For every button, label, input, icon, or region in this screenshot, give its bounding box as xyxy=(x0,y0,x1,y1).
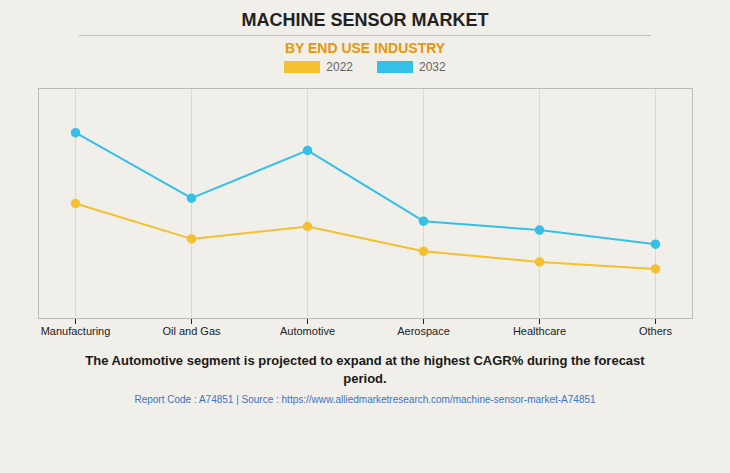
html-text:The Automotive segment is proj: The Automotive segment is projected to e… xyxy=(85,353,645,387)
html-text:2032: 2032 xyxy=(419,60,446,74)
html-text:Report Code : A74851 | Source: Report Code : A74851 | Source : https://… xyxy=(134,394,596,406)
svg-text:Oil and Gas: Oil and Gas xyxy=(162,325,221,337)
html-text:2022: 2022 xyxy=(326,60,353,74)
svg-text:Manufacturing: Manufacturing xyxy=(41,325,111,337)
html-text:BY END USE INDUSTRY: BY END USE INDUSTRY xyxy=(284,40,446,56)
svg-text:Automotive: Automotive xyxy=(280,325,335,337)
svg-text:Healthcare: Healthcare xyxy=(513,325,566,337)
html-text:MACHINE SENSOR MARKET: MACHINE SENSOR MARKET xyxy=(241,10,489,30)
svg-text:Others: Others xyxy=(639,325,673,337)
svg-text:Aerospace: Aerospace xyxy=(397,325,450,337)
